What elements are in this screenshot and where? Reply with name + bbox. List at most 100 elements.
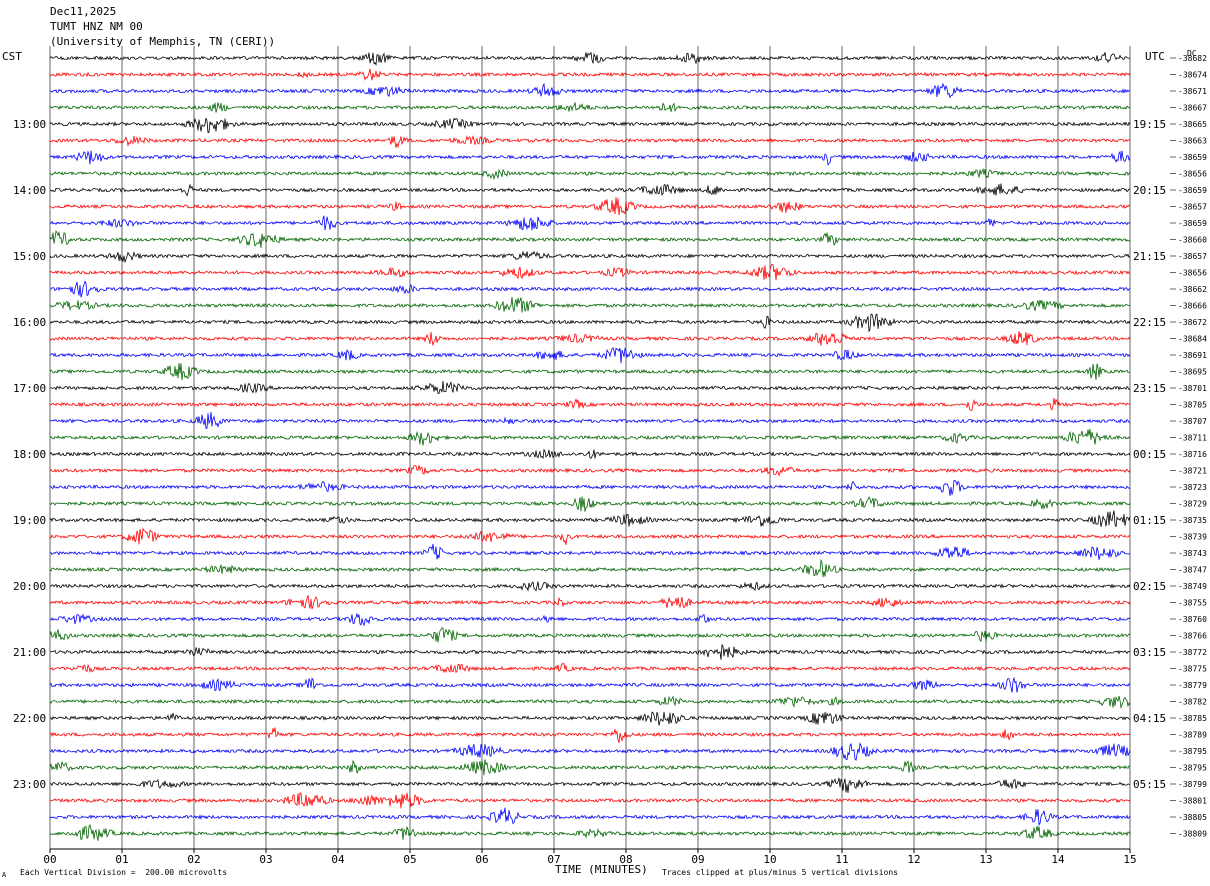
dc-offset-label: -38659 <box>1178 186 1207 195</box>
seismic-trace <box>49 792 1131 809</box>
station-code: TUMT HNZ NM 00 <box>50 20 143 33</box>
dc-offset-label: -38691 <box>1178 351 1207 360</box>
seismic-trace <box>49 347 1131 364</box>
dc-offset-label: -38795 <box>1178 764 1207 773</box>
seismic-trace <box>49 465 1131 477</box>
seismic-trace <box>49 543 1131 560</box>
right-hour-label: 00:15 <box>1133 448 1166 461</box>
dc-offset-label: -38739 <box>1178 533 1207 542</box>
seismic-trace <box>49 480 1131 496</box>
x-tick-label: 01 <box>115 853 128 866</box>
dc-label: DC <box>1187 49 1197 58</box>
seismic-trace <box>49 581 1131 592</box>
dc-offset-label: -38682 <box>1178 54 1207 63</box>
seismic-trace <box>49 742 1131 761</box>
seismic-trace <box>49 380 1131 394</box>
seismic-trace <box>49 612 1131 627</box>
right-hour-label: 19:15 <box>1133 118 1166 131</box>
right-hour-label: 20:15 <box>1133 184 1166 197</box>
right-hour-label: 04:15 <box>1133 712 1166 725</box>
dc-offset-label: -38749 <box>1178 582 1207 591</box>
left-hour-label: 18:00 <box>13 448 46 461</box>
x-tick-label: 12 <box>907 853 920 866</box>
seismic-trace <box>49 296 1131 313</box>
dc-offset-label: -38809 <box>1178 830 1207 839</box>
dc-offset-label: -38795 <box>1178 747 1207 756</box>
seismic-trace <box>49 363 1131 381</box>
clip-note: Traces clipped at plus/minus 5 vertical … <box>662 868 899 877</box>
scale-note: Each Vertical Division = 200.00 microvol… <box>20 868 228 877</box>
left-hour-label: 21:00 <box>13 646 46 659</box>
left-hour-label: 13:00 <box>13 118 46 131</box>
dc-offset-label: -38659 <box>1178 153 1207 162</box>
dc-offset-label: -38805 <box>1178 813 1207 822</box>
x-tick-label: 13 <box>979 853 992 866</box>
seismic-trace <box>49 167 1131 181</box>
seismic-trace <box>50 82 1131 99</box>
seismic-trace <box>49 595 1131 610</box>
seismic-trace <box>49 711 1131 726</box>
dc-offset-label: -38656 <box>1178 170 1207 179</box>
seismic-trace <box>49 331 1131 347</box>
x-tick-label: 03 <box>259 853 272 866</box>
seismic-trace <box>49 727 1131 743</box>
seismic-trace <box>49 428 1131 446</box>
right-hour-label: 22:15 <box>1133 316 1166 329</box>
seismic-trace <box>49 197 1131 216</box>
seismic-trace <box>49 183 1130 197</box>
dc-offset-label: -38707 <box>1178 417 1207 426</box>
right-hour-label: 23:15 <box>1133 382 1166 395</box>
x-tick-label: 06 <box>475 853 488 866</box>
dc-offset-label: -38772 <box>1178 648 1207 657</box>
dc-offset-label: -38666 <box>1178 302 1207 311</box>
seismic-trace <box>49 676 1131 693</box>
right-hour-label: 03:15 <box>1133 646 1166 659</box>
dc-offset-label: -38705 <box>1178 401 1207 410</box>
dc-offset-label: -38716 <box>1178 450 1207 459</box>
footer-mark: A <box>2 871 7 879</box>
dc-offset-label: -38657 <box>1178 252 1207 261</box>
x-tick-label: 08 <box>619 853 632 866</box>
seismic-trace <box>49 824 1131 841</box>
dc-offset-label: -38766 <box>1178 632 1207 641</box>
x-tick-label: 09 <box>691 853 704 866</box>
seismic-trace <box>49 313 1131 333</box>
left-hour-label: 19:00 <box>13 514 46 527</box>
x-axis-title: TIME (MINUTES) <box>555 863 648 876</box>
seismic-trace <box>49 527 1131 545</box>
dc-offset-label: -38660 <box>1178 236 1207 245</box>
dc-offset-label: -38695 <box>1178 368 1207 377</box>
x-tick-label: 11 <box>835 853 848 866</box>
seismic-trace <box>49 496 1131 512</box>
dc-offset-label: -38735 <box>1178 516 1207 525</box>
right-hour-label: 05:15 <box>1133 778 1166 791</box>
dc-offset-label: -38789 <box>1178 731 1207 740</box>
dc-offset-label: -38779 <box>1178 681 1207 690</box>
dc-offset-label: -38721 <box>1178 467 1207 476</box>
dc-offset-label: -38659 <box>1178 219 1207 228</box>
right-hour-label: 01:15 <box>1133 514 1166 527</box>
x-tick-label: 07 <box>547 853 560 866</box>
x-tick-label: 04 <box>331 853 345 866</box>
left-timezone-label: CST <box>2 50 22 63</box>
seismic-trace <box>49 510 1131 528</box>
dc-offset-label: -38656 <box>1178 269 1207 278</box>
dc-offset-label: -38723 <box>1178 483 1207 492</box>
seismic-trace <box>49 68 1131 81</box>
seismic-trace <box>49 448 1131 460</box>
seismic-trace <box>49 807 1131 826</box>
dc-offset-label: -38760 <box>1178 615 1207 624</box>
seismic-trace <box>49 759 1131 776</box>
x-tick-label: 10 <box>763 853 776 866</box>
seismic-trace <box>49 397 1131 411</box>
x-tick-label: 02 <box>187 853 200 866</box>
left-hour-label: 20:00 <box>13 580 46 593</box>
x-tick-label: 14 <box>1051 853 1065 866</box>
left-hour-label: 23:00 <box>13 778 46 791</box>
x-tick-label: 05 <box>403 853 416 866</box>
seismic-trace <box>49 280 1131 298</box>
seismic-trace <box>49 663 1131 674</box>
seismic-trace <box>49 263 1131 281</box>
dc-offset-label: -38657 <box>1178 203 1207 212</box>
